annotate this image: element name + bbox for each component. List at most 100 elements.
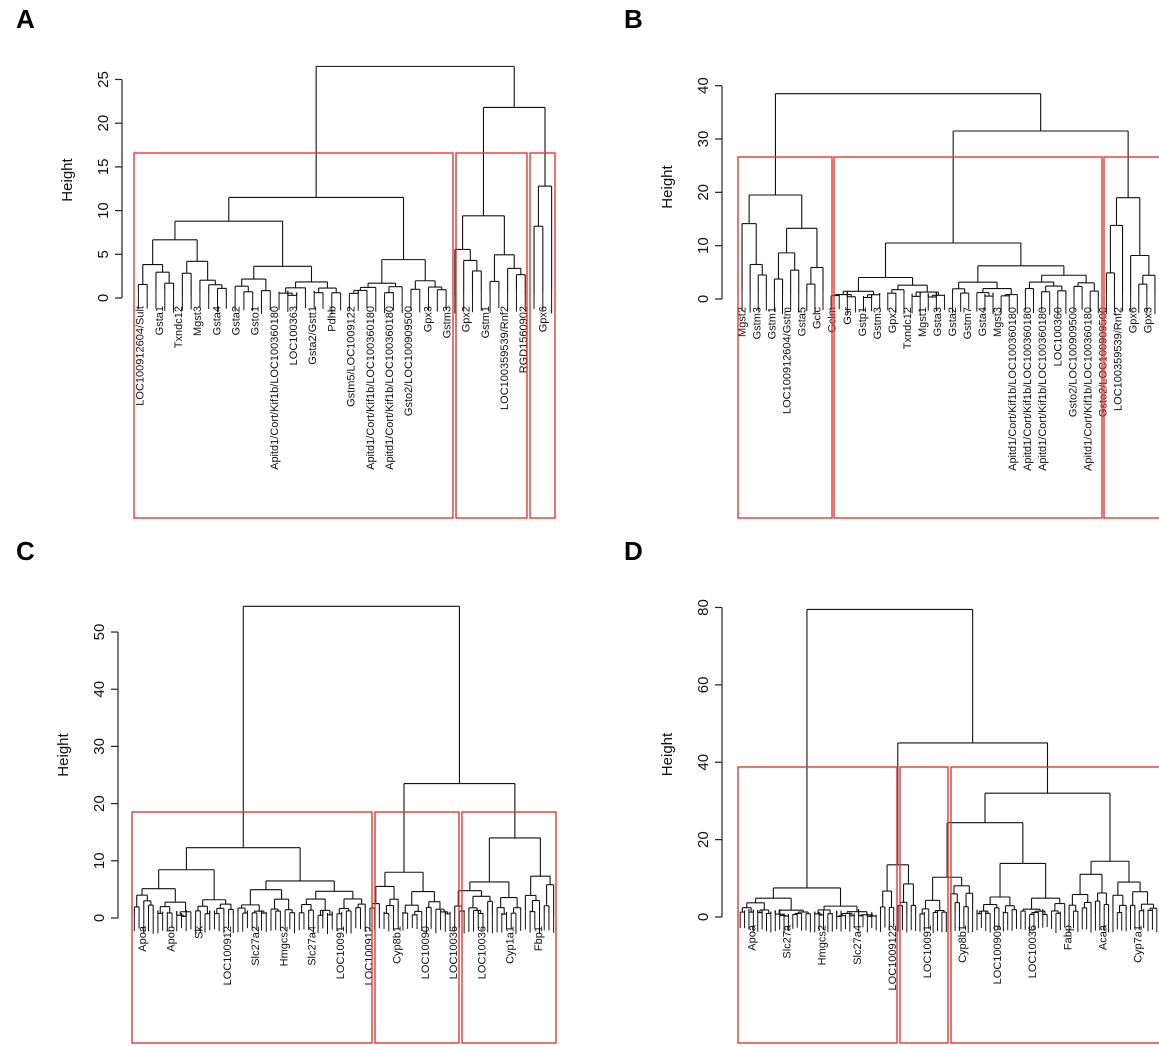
y-tick-label-b: 20: [695, 184, 712, 201]
leaf-label-a: Gsta2/Gstt1: [307, 306, 319, 365]
y-tick-label-a: 20: [95, 115, 112, 132]
leaf-label-b: Gstm3: [872, 307, 884, 339]
leaf-label-b: Gsto2/LOC100909500: [1067, 307, 1079, 417]
leaf-label-b: Gclm: [827, 307, 839, 333]
leaf-label-a: Gstm5/LOC1009122: [346, 306, 358, 407]
leaf-label-a: Apitd1/Cort/Kif1b/LOC100360180: [269, 306, 281, 470]
leaf-label-b: Apitd1/Cort/Kif1b/LOC100360180: [1007, 307, 1019, 471]
leaf-label-b: Mgst3: [992, 307, 1004, 337]
leaf-label-a: Gstm1: [480, 306, 492, 338]
y-tick-label-c: 30: [91, 738, 108, 755]
leaf-label-b: Gstm3: [752, 307, 764, 339]
leaf-label-a: Gsta1: [154, 306, 166, 335]
leaf-label-d: LOC10091: [922, 925, 934, 978]
cluster-box-d-1: [737, 766, 898, 1044]
leaf-label-b: LOC100360: [1052, 307, 1064, 366]
leaf-label-a: Gpx6: [537, 306, 549, 332]
y-tick-label-c: 40: [91, 681, 108, 698]
leaf-label-b: Gpx6: [1127, 307, 1139, 333]
y-tick-label-a: 15: [95, 159, 112, 176]
leaf-label-a: RGD1560902: [518, 306, 530, 373]
panel-letter-b: B: [624, 4, 643, 34]
leaf-label-a: Mgst3: [192, 306, 204, 336]
y-tick-label-d: 40: [695, 754, 712, 771]
leaf-label-a: Gsta2: [231, 306, 243, 335]
cluster-box-b-3: [1103, 156, 1159, 519]
cluster-box-a-3: [529, 152, 556, 519]
leaf-label-b: Gclc: [812, 307, 824, 330]
y-tick-label-c: 50: [91, 624, 108, 641]
leaf-label-c: Slc27a4: [307, 926, 319, 966]
cluster-box-a-1: [133, 152, 454, 519]
leaf-label-c: LOC100912: [222, 926, 234, 985]
leaf-label-d: LOC10036: [1027, 925, 1039, 978]
leaf-label-d: Hmgcs2: [817, 925, 829, 965]
cluster-box-b-2: [833, 156, 1103, 519]
leaf-label-d: LOC1009122: [887, 925, 899, 990]
leaf-label-a: Pdhb: [326, 306, 338, 332]
leaf-label-b: Gsr: [842, 307, 854, 325]
y-tick-label-b: 0: [695, 295, 712, 303]
leaf-label-c: Apob: [165, 926, 177, 952]
leaf-label-b: Gsta4: [977, 307, 989, 336]
leaf-label-c: Apoa: [137, 925, 149, 952]
y-tick-label-a: 0: [95, 294, 112, 302]
leaf-label-c: Slc27a2: [250, 926, 262, 966]
panel-letter-a: A: [16, 4, 35, 34]
leaf-label-b: Gstp1: [857, 307, 869, 336]
leaf-label-a: Txndc12: [173, 306, 185, 348]
leaf-label-d: Slc27a4: [852, 925, 864, 965]
cluster-box-a-2: [455, 152, 528, 519]
leaf-label-b: Gsta5: [797, 307, 809, 336]
leaf-label-b: Txndc12: [902, 307, 914, 349]
leaf-label-a: Apitd1/Cort/Kif1b/LOC100360180: [365, 306, 377, 470]
leaf-label-c: Cyp8b1: [392, 926, 404, 964]
cluster-box-c-2: [374, 811, 460, 1044]
cluster-box-c-1: [131, 811, 373, 1044]
leaf-label-c: LOC100912: [363, 926, 375, 985]
leaf-label-c: LOC10090: [420, 926, 432, 979]
y-tick-label-b: 10: [695, 237, 712, 254]
leaf-label-c: Fbp1: [533, 926, 545, 951]
cluster-box-d-3: [950, 766, 1159, 1044]
leaf-label-b: LOC100912604/Gstm: [782, 307, 794, 414]
leaf-label-b: Apitd1/Cort/Kif1b/LOC100360180: [1022, 307, 1034, 471]
leaf-label-b: Gstm1: [767, 307, 779, 339]
y-axis-title-c: Height: [55, 732, 72, 776]
leaf-label-a: Apitd1/Cort/Kif1b/LOC100360180: [384, 306, 396, 470]
leaf-label-a: LOC100363: [288, 306, 300, 365]
leaf-label-b: Gpx3: [1142, 307, 1154, 333]
leaf-label-b: Apitd1/Cort/Kif1b/LOC100360180: [1082, 307, 1094, 471]
y-tick-label-d: 0: [695, 913, 712, 921]
leaf-label-c: Sk: [194, 926, 206, 939]
leaf-label-b: Mgst1: [917, 307, 929, 337]
leaf-label-a: Gpx3: [422, 306, 434, 332]
leaf-label-d: Slc27a: [782, 924, 794, 959]
leaf-label-b: Gsta2: [947, 307, 959, 336]
leaf-label-c: Hmgcs2: [278, 926, 290, 966]
cluster-box-b-1: [737, 156, 833, 519]
leaf-label-b: Gpx2: [887, 307, 899, 333]
cluster-box-c-3: [461, 811, 557, 1044]
leaf-label-b: Apitd1/Cort/Kif1b/LOC100360180: [1037, 307, 1049, 471]
leaf-label-a: LOC100359539/Rnf2: [499, 306, 511, 410]
y-axis-title-a: Height: [59, 157, 76, 201]
cluster-box-d-2: [899, 766, 949, 1044]
leaf-label-c: LOC10036: [476, 926, 488, 979]
leaf-label-c: LOC10091: [335, 926, 347, 979]
leaf-label-b: Gsta3: [932, 307, 944, 336]
y-tick-label-a: 5: [95, 250, 112, 258]
leaf-label-a: Gsta4: [211, 306, 223, 335]
y-tick-label-d: 20: [695, 831, 712, 848]
y-tick-label-c: 20: [91, 795, 108, 812]
panel-letter-d: D: [624, 536, 643, 566]
y-tick-label-b: 40: [695, 77, 712, 94]
y-tick-label-d: 60: [695, 677, 712, 694]
leaf-label-a: Gpx2: [461, 306, 473, 332]
leaf-label-a: Gsto2/LOC100909500: [403, 306, 415, 416]
leaf-label-d: Cyp8b1: [957, 925, 969, 963]
y-tick-label-c: 10: [91, 852, 108, 869]
panel-letter-c: C: [16, 536, 35, 566]
leaf-label-c: LOC10036: [448, 926, 460, 979]
